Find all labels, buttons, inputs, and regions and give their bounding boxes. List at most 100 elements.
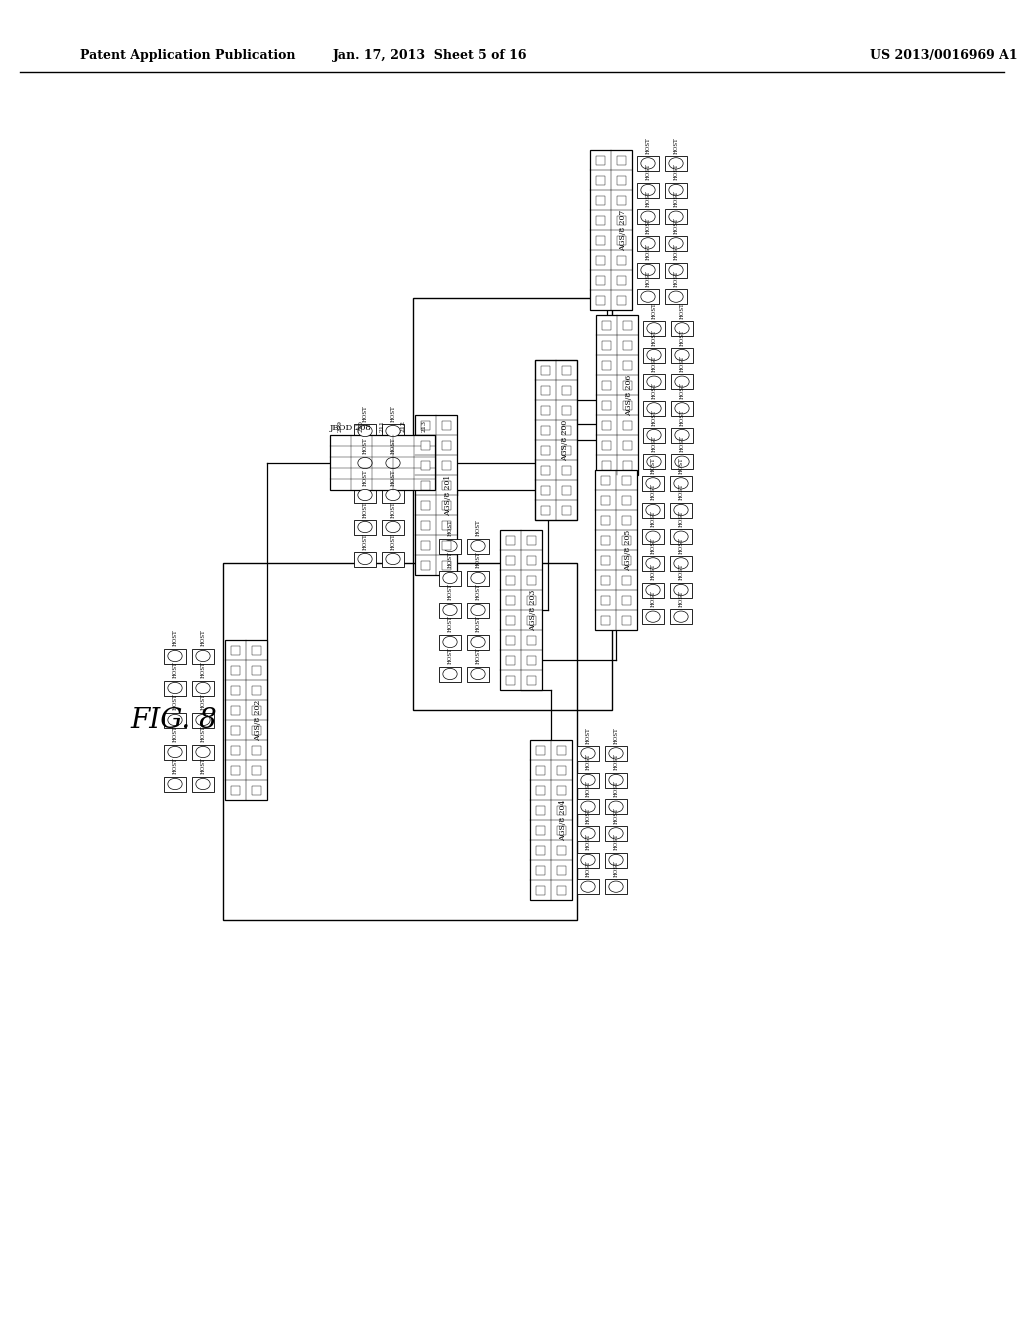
Ellipse shape — [357, 490, 372, 500]
Bar — [601, 536, 610, 544]
Bar — [642, 609, 664, 624]
Bar — [665, 289, 687, 304]
Ellipse shape — [581, 747, 595, 759]
Text: HOST: HOST — [680, 329, 684, 346]
Bar — [527, 656, 536, 664]
Text: HOST: HOST — [645, 137, 650, 154]
Text: HOST: HOST — [680, 409, 684, 425]
Bar — [601, 495, 610, 504]
Bar — [617, 256, 626, 264]
Text: HOST: HOST — [586, 754, 591, 771]
Text: HOST: HOST — [586, 780, 591, 797]
Bar — [506, 656, 515, 664]
Ellipse shape — [646, 504, 660, 516]
Bar — [622, 595, 631, 605]
Ellipse shape — [674, 558, 688, 569]
Bar — [557, 766, 566, 775]
Bar — [415, 414, 457, 576]
Ellipse shape — [386, 521, 400, 533]
Bar — [541, 466, 550, 474]
Bar — [670, 609, 692, 624]
Bar — [442, 480, 451, 490]
Bar — [421, 520, 430, 529]
Ellipse shape — [647, 455, 662, 467]
Ellipse shape — [669, 157, 683, 169]
Ellipse shape — [471, 573, 485, 583]
Bar — [623, 341, 632, 350]
Ellipse shape — [386, 490, 400, 500]
Text: HOST: HOST — [172, 630, 177, 647]
Text: HOST: HOST — [679, 564, 683, 581]
Bar — [562, 405, 571, 414]
Bar — [602, 400, 611, 409]
Bar — [601, 595, 610, 605]
Bar — [557, 785, 566, 795]
Ellipse shape — [674, 611, 688, 622]
Text: HOST: HOST — [362, 469, 368, 486]
Text: HOST: HOST — [390, 437, 395, 454]
Bar — [164, 713, 186, 727]
Ellipse shape — [196, 651, 210, 661]
Bar — [231, 726, 240, 734]
Bar — [623, 421, 632, 429]
Ellipse shape — [357, 457, 372, 469]
Bar — [439, 602, 461, 618]
Bar — [439, 570, 461, 586]
Text: AGS/8 205: AGS/8 205 — [624, 529, 632, 570]
Bar — [562, 425, 571, 434]
Text: HOST: HOST — [447, 583, 453, 601]
Text: HOST: HOST — [650, 483, 655, 500]
Bar — [596, 296, 605, 305]
Bar — [623, 380, 632, 389]
Bar — [442, 520, 451, 529]
Ellipse shape — [168, 682, 182, 693]
Bar — [622, 556, 631, 565]
Text: HOST: HOST — [201, 630, 206, 647]
Bar — [541, 446, 550, 454]
Bar — [421, 461, 430, 470]
Bar — [577, 853, 599, 867]
Text: HOST: HOST — [475, 648, 480, 664]
Ellipse shape — [196, 714, 210, 726]
Text: 209: 209 — [338, 420, 343, 432]
Bar — [330, 436, 435, 490]
Ellipse shape — [471, 605, 485, 615]
Ellipse shape — [386, 457, 400, 469]
Ellipse shape — [609, 747, 624, 759]
Bar — [577, 772, 599, 788]
Bar — [527, 556, 536, 565]
Text: HOST: HOST — [674, 137, 679, 154]
Text: HOST: HOST — [362, 533, 368, 549]
Text: HOST: HOST — [680, 436, 684, 453]
Bar — [252, 645, 261, 655]
Text: HOST: HOST — [679, 511, 683, 527]
Ellipse shape — [609, 775, 624, 785]
Ellipse shape — [641, 157, 655, 169]
Text: AGS/8 207: AGS/8 207 — [618, 210, 627, 251]
Bar — [506, 576, 515, 585]
Bar — [665, 263, 687, 277]
Bar — [617, 296, 626, 305]
Bar — [643, 347, 665, 363]
Ellipse shape — [641, 211, 655, 222]
Bar — [670, 556, 692, 570]
Bar — [601, 615, 610, 624]
Bar — [643, 454, 665, 469]
Text: HOST: HOST — [680, 381, 684, 399]
Bar — [382, 552, 404, 566]
Bar — [506, 615, 515, 624]
Bar — [557, 886, 566, 895]
Bar — [637, 236, 659, 251]
Text: HOST: HOST — [679, 537, 683, 554]
Bar — [596, 256, 605, 264]
Bar — [623, 321, 632, 330]
Ellipse shape — [647, 429, 662, 441]
Ellipse shape — [675, 376, 689, 387]
Bar — [536, 846, 545, 854]
Bar — [622, 516, 631, 524]
Ellipse shape — [471, 636, 485, 648]
Ellipse shape — [675, 429, 689, 441]
Bar — [622, 475, 631, 484]
Bar — [602, 321, 611, 330]
Text: HOST: HOST — [475, 552, 480, 569]
